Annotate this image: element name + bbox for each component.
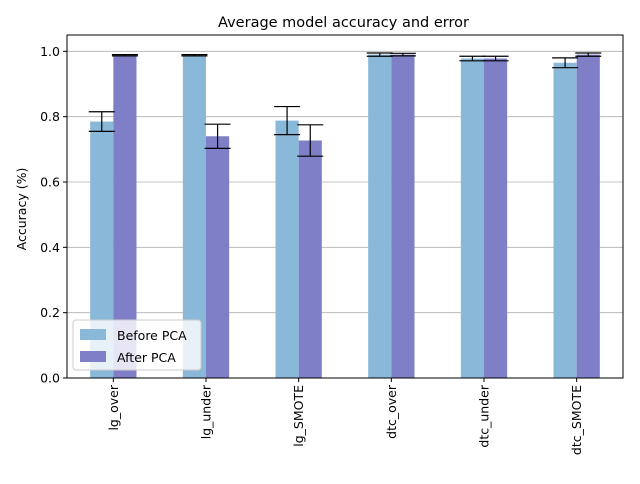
y-axis: 0.0 0.2 0.4 0.6 0.8 1.0 [40,44,67,386]
error-bar [111,53,138,57]
legend-label-after-pca: After PCA [117,350,176,365]
y-tick-label: 0.8 [40,109,60,124]
error-bar [274,105,301,136]
bar [298,140,322,378]
y-tick-label: 0.6 [40,175,60,190]
x-axis: lg_over lg_under lg_SMOTE dtc_over dtc_under… [106,378,584,455]
error-bar [88,111,115,132]
x-tick-label: lg_over [106,384,121,430]
error-bar [459,55,486,62]
y-tick-label: 1.0 [40,44,60,59]
legend-label-before-pca: Before PCA [117,328,187,343]
error-bar [482,55,509,62]
bar [484,58,508,379]
error-bar [366,52,393,57]
plot-frame [66,34,624,379]
bar [553,62,577,379]
legend: Before PCA After PCA [72,319,202,371]
legend-swatch-after-pca [80,351,106,362]
bar [576,54,600,378]
bar [460,58,484,379]
bar-group [90,54,600,379]
y-tick-label: 0.4 [40,240,60,255]
error-bar [204,123,231,149]
bar [90,121,114,379]
bar [182,55,206,379]
y-tick-label: 0.0 [40,371,60,386]
bar [368,54,392,378]
x-tick-label: dtc_SMOTE [569,385,584,455]
x-tick-label: lg_SMOTE [291,385,306,447]
bar [391,54,415,378]
error-bar [575,52,602,57]
x-tick-label: dtc_under [477,384,492,447]
chart-title: Average model accuracy and error [218,15,469,31]
error-bar [389,52,416,57]
error-bar-group [88,52,602,157]
legend-swatch-before-pca [80,329,106,340]
bar [113,55,137,379]
bar [206,136,230,378]
error-bar [181,53,208,57]
x-tick-label: lg_under [199,384,214,439]
x-tick-label: dtc_over [384,384,399,439]
y-tick-label: 0.2 [40,305,60,320]
y-axis-label: Accuracy (%) [14,168,29,251]
error-bar [297,124,324,157]
error-bar [552,57,579,69]
bar [275,120,299,378]
